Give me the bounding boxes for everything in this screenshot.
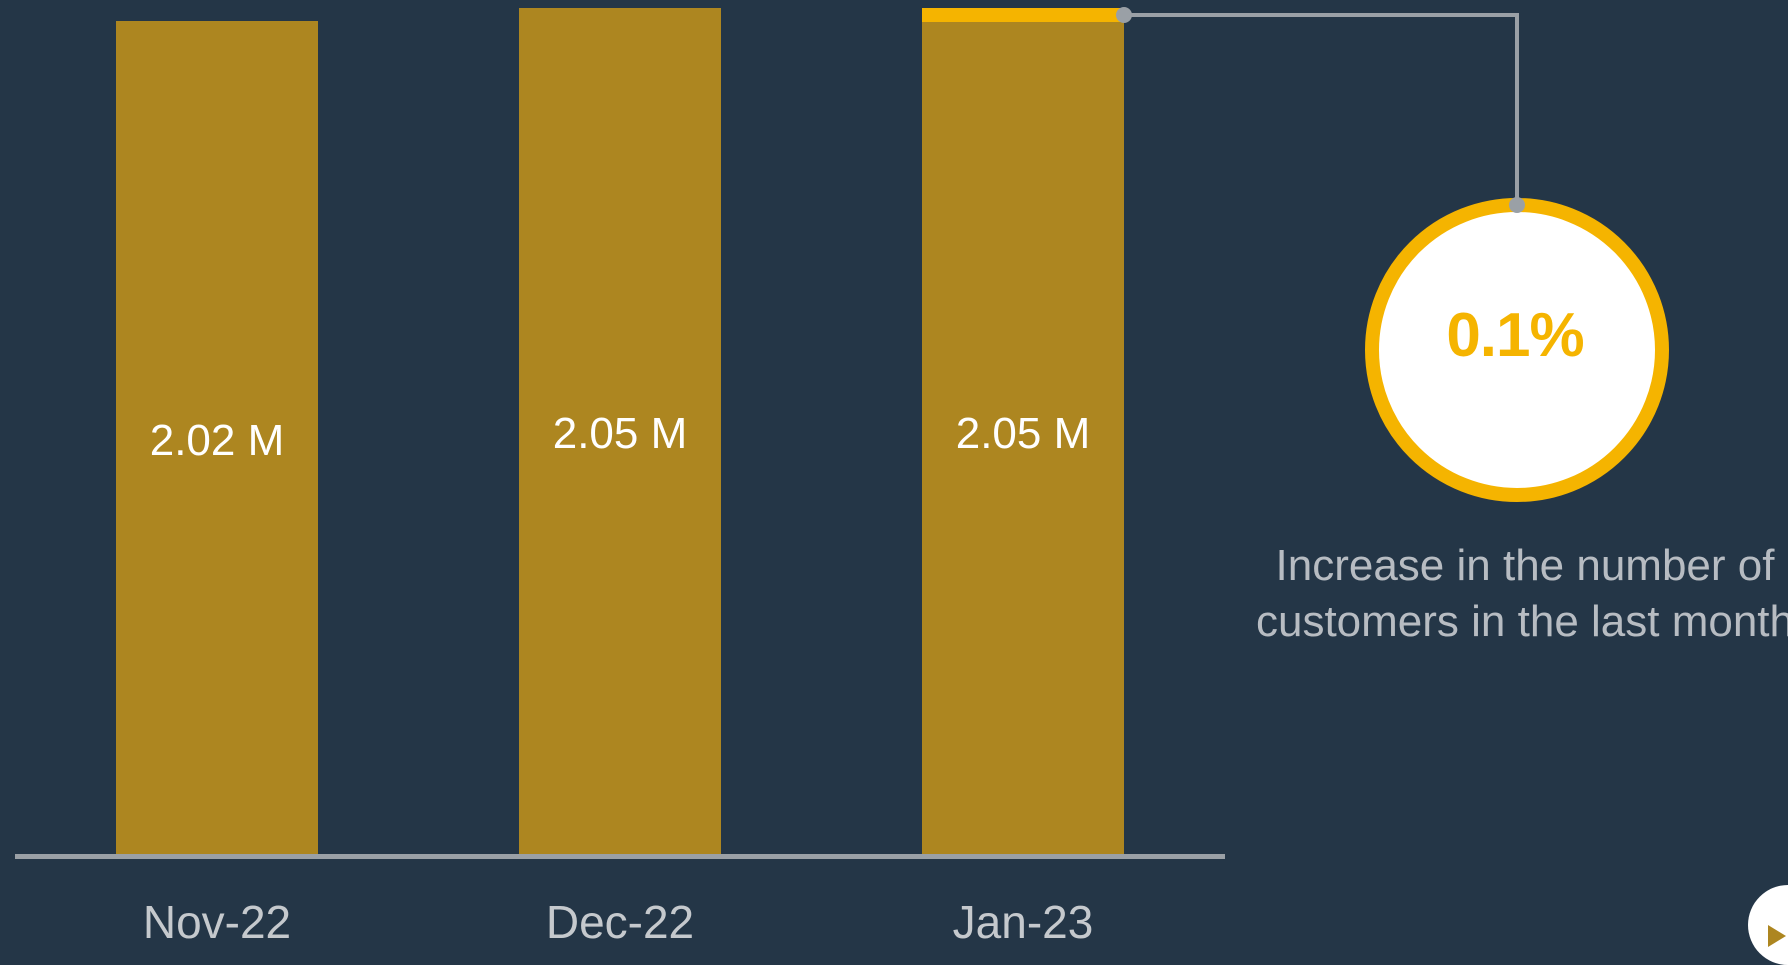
increase-description: Increase in the number of customers in t… (1255, 541, 1788, 646)
x-tick-label: Nov-22 (143, 896, 291, 943)
chart-area: 2.02 M Nov-22 2.05 M Dec-22 2.05 M Jan-23 (15, 7, 1669, 948)
bar-jan-23 (922, 8, 1124, 855)
increase-percentage: 0.1% (1446, 301, 1584, 370)
x-tick-label: Jan-23 (953, 896, 1094, 943)
callout-connector (1124, 13, 1519, 205)
connector-dot-start (1116, 7, 1132, 23)
bar-dec-22 (519, 8, 721, 855)
connector-dot-end (1509, 197, 1525, 213)
data-label: 2.05 M (956, 409, 1091, 458)
play-icon (1768, 925, 1786, 947)
increase-highlight (922, 8, 1124, 22)
data-label: 2.02 M (150, 416, 285, 465)
bar-nov-22 (116, 21, 318, 855)
bar-chart: 2.02 M Nov-22 2.05 M Dec-22 2.05 M Jan-23 (15, 7, 1669, 948)
data-label: 2.05 M (553, 409, 688, 458)
x-tick-label: Dec-22 (546, 896, 694, 943)
